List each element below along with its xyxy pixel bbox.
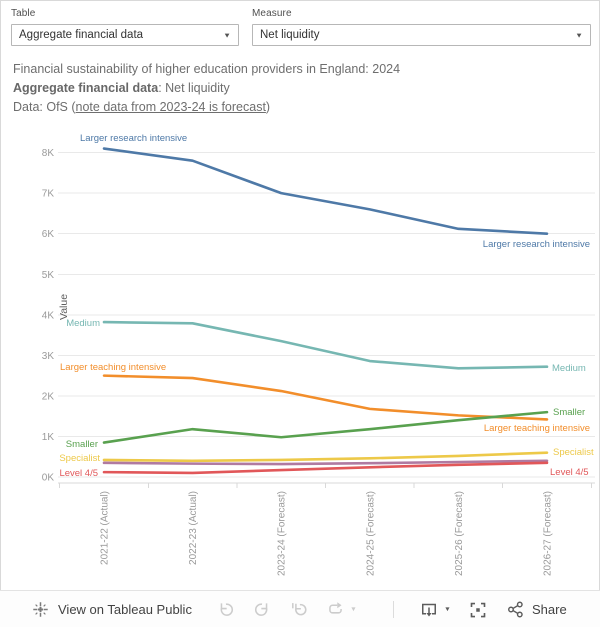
series-label-left-level-4-5: Level 4/5 <box>59 468 98 479</box>
y-tick-label: 4K <box>42 310 55 321</box>
measure-filter-label: Measure <box>252 8 292 19</box>
series-label-right-larger-teaching-intensive: Larger teaching intensive <box>484 423 590 434</box>
table-filter-label: Table <box>11 8 36 19</box>
y-axis-title: Value <box>58 294 70 320</box>
auto-update-caret-icon: ▼ <box>350 606 357 613</box>
y-tick-label: 1K <box>42 432 55 443</box>
data-source-suffix: ) <box>265 100 271 114</box>
share-icon <box>508 601 523 618</box>
share-label: Share <box>532 602 567 617</box>
y-tick-label: 8K <box>42 148 55 159</box>
auto-update-button[interactable]: ▼ <box>326 591 357 627</box>
redo-icon <box>254 603 268 616</box>
reset-button[interactable] <box>289 591 308 627</box>
series-label-left-larger-research-intensive: Larger research intensive <box>80 133 187 144</box>
series-line-larger-research-intensive[interactable] <box>102 147 549 235</box>
download-caret-icon: ▼ <box>444 606 451 613</box>
line-chart[interactable]: 0K 1K 2K 3K 4K 5K 6K 7K 8K Value 2021-22 (Actual) 2… <box>0 125 600 590</box>
x-tick-label: 2026-27 (Forecast) <box>543 491 554 576</box>
fullscreen-icon <box>470 602 486 617</box>
subtitle-measure-value: : Net liquidity <box>158 81 230 95</box>
data-source-prefix: Data: OfS ( <box>13 100 76 114</box>
chevron-down-icon: ▼ <box>223 31 231 39</box>
y-tick-label: 6K <box>42 229 55 240</box>
series-label-right-specialist: Specialist <box>553 447 594 458</box>
reset-icon <box>292 603 307 616</box>
redo-button[interactable] <box>253 591 272 627</box>
x-tick-label: 2021-22 (Actual) <box>100 491 111 565</box>
table-filter-dropdown[interactable]: Aggregate financial data ▼ <box>11 24 239 46</box>
series-line-unlabeled[interactable] <box>102 459 549 466</box>
series-label-left-specialist: Specialist <box>59 453 100 464</box>
undo-icon <box>220 603 234 616</box>
series-label-right-larger-research-intensive: Larger research intensive <box>483 239 590 250</box>
forecast-note-link[interactable]: note data from 2023-24 is forecast <box>75 100 266 114</box>
series-line-medium[interactable] <box>102 320 549 370</box>
page-title: Financial sustainability of higher educa… <box>13 62 401 76</box>
series-label-right-medium: Medium <box>552 363 586 374</box>
series-line-smaller[interactable] <box>102 410 549 444</box>
download-icon <box>422 603 436 616</box>
table-filter-value: Aggregate financial data <box>19 29 144 41</box>
y-tick-label: 0K <box>42 473 55 484</box>
table-filter: Table Aggregate financial data ▼ <box>11 8 239 46</box>
series-label-left-larger-teaching-intensive: Larger teaching intensive <box>60 362 166 373</box>
tableau-logo-icon <box>33 602 48 617</box>
tableau-toolbar: View on Tableau Public <box>0 590 600 627</box>
x-tick-label: 2025-26 (Forecast) <box>454 491 465 576</box>
series-line-level-4-5[interactable] <box>102 461 549 475</box>
y-tick-label: 7K <box>42 189 55 200</box>
chart-title-block: Financial sustainability of higher educa… <box>13 60 591 117</box>
fullscreen-button[interactable] <box>468 591 488 627</box>
view-on-tableau-public-button[interactable]: View on Tableau Public <box>32 591 192 627</box>
x-tick-label: 2023-24 (Forecast) <box>277 491 288 576</box>
y-tick-label: 3K <box>42 351 55 362</box>
series-line-specialist[interactable] <box>102 451 549 463</box>
measure-filter-value: Net liquidity <box>260 29 320 41</box>
series-label-right-level-4-5: Level 4/5 <box>550 467 589 478</box>
series-line-larger-teaching-intensive[interactable] <box>102 374 549 421</box>
data-source-line: Data: OfS (note data from 2023-24 is for… <box>13 98 591 117</box>
series-label-left-smaller: Smaller <box>66 439 98 450</box>
subtitle-measure-table: Aggregate financial data <box>13 81 159 95</box>
chevron-down-icon: ▼ <box>575 31 583 39</box>
series-label-right-smaller: Smaller <box>553 407 585 418</box>
toolbar-divider <box>393 601 394 618</box>
y-tick-label: 5K <box>42 270 55 281</box>
undo-button[interactable] <box>216 591 235 627</box>
download-button[interactable]: ▼ <box>419 591 451 627</box>
share-button[interactable]: Share <box>506 591 567 627</box>
subtitle: Aggregate financial data: Net liquidity <box>13 79 591 98</box>
auto-update-icon <box>329 602 342 614</box>
x-tick-label: 2024-25 (Forecast) <box>365 491 376 576</box>
series-label-left-medium: Medium <box>66 318 100 329</box>
x-tick-label: 2022-23 (Actual) <box>188 491 199 565</box>
y-tick-label: 2K <box>42 391 55 402</box>
view-on-tableau-public-label: View on Tableau Public <box>58 602 192 617</box>
measure-filter-dropdown[interactable]: Net liquidity ▼ <box>252 24 591 46</box>
measure-filter: Measure Net liquidity ▼ <box>252 8 591 46</box>
